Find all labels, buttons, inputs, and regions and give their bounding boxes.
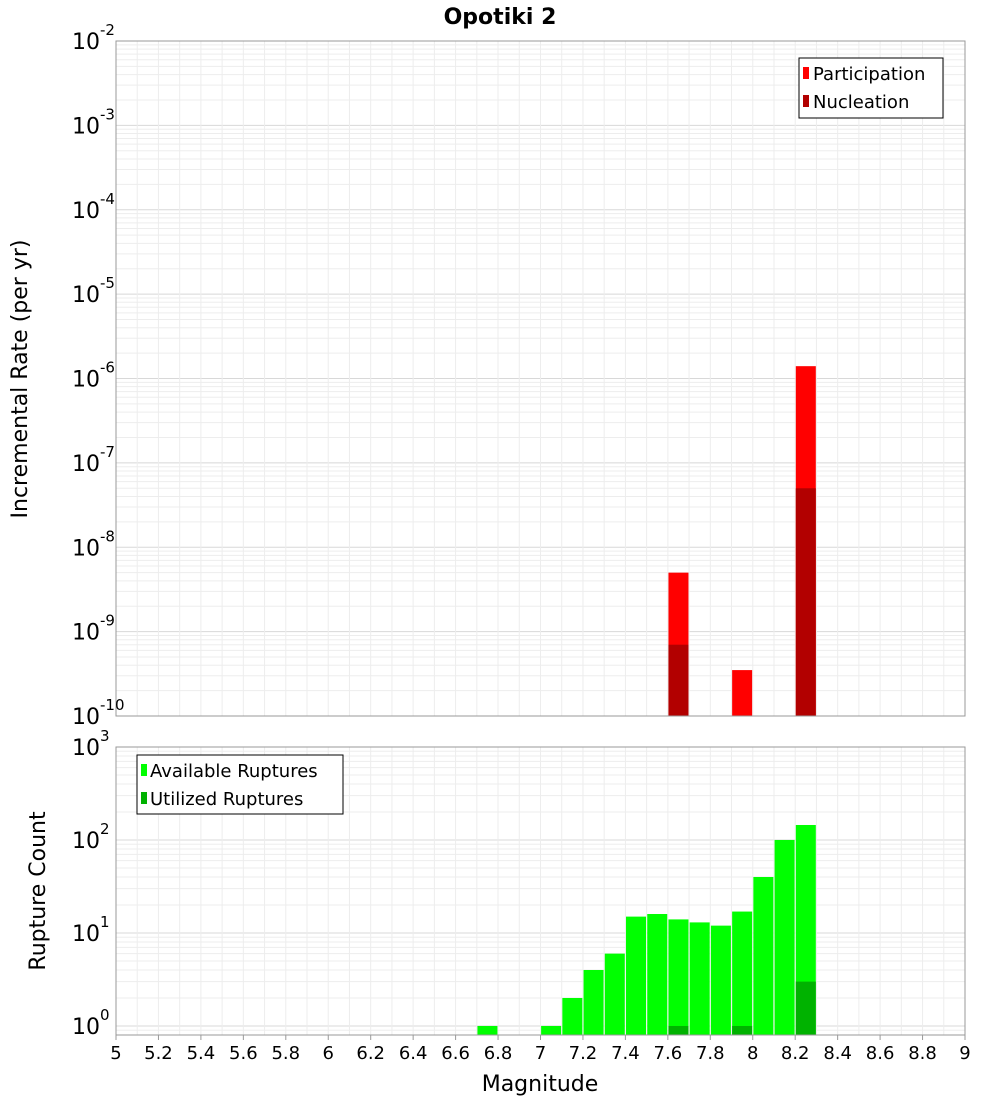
bottom-grid [115, 747, 966, 1036]
top-y-tick-label: 10-2 [72, 21, 115, 55]
top-y-tick-label: 10-6 [72, 359, 115, 393]
nucleation-bar [668, 644, 689, 716]
top-plot-frame [115, 40, 966, 717]
available-bar [477, 1025, 498, 1035]
x-tick-label: 7.8 [696, 1043, 725, 1064]
x-tick-label: 5.2 [144, 1043, 173, 1064]
available-bar [626, 916, 647, 1035]
available-bar [753, 877, 774, 1035]
legend-label-utilized: Utilized Ruptures [150, 789, 303, 810]
chart-title: Opotiki 2 [444, 5, 557, 30]
bottom-y-tick-label: 103 [72, 727, 110, 761]
x-tick-label: 6.4 [399, 1043, 428, 1064]
legend-swatch-participation [803, 67, 809, 79]
available-bar [583, 969, 604, 1035]
available-bar [604, 953, 625, 1035]
legend-swatch-nucleation [803, 95, 809, 107]
bottom-y-tick-label: 101 [72, 913, 110, 947]
x-tick-label: 6 [323, 1043, 334, 1064]
x-tick-label: 8.2 [781, 1043, 810, 1064]
bottom-y-ticks: 100 101 102 103 [72, 727, 110, 1040]
utilized-bar [668, 1025, 689, 1035]
participation-bar [732, 670, 753, 716]
top-grid [115, 41, 966, 717]
top-y-tick-label: 10-8 [72, 527, 115, 561]
bottom-legend-box [136, 754, 344, 815]
x-tick-label: 5.4 [187, 1043, 216, 1064]
available-bar [668, 919, 689, 1035]
bottom-legend: Available Ruptures Utilized Ruptures [136, 754, 344, 815]
x-tick-label: 8.4 [823, 1043, 852, 1064]
x-tick-label: 7.6 [654, 1043, 683, 1064]
top-y-tick-label: 10-7 [72, 443, 115, 477]
x-tick-label: 7.4 [611, 1043, 640, 1064]
legend-label-participation: Participation [813, 64, 925, 85]
top-y-axis-label: Incremental Rate (per yr) [8, 240, 33, 519]
legend-swatch-utilized [141, 792, 147, 804]
x-axis-label: Magnitude [482, 1072, 599, 1097]
top-y-tick-label: 10-4 [72, 190, 115, 224]
top-y-tick-label: 10-5 [72, 274, 115, 308]
available-bar [689, 922, 710, 1035]
bottom-y-tick-label: 100 [72, 1006, 110, 1040]
x-tick-label: 6.6 [441, 1043, 470, 1064]
x-tick-label: 6.8 [484, 1043, 513, 1064]
x-tick-labels: 5 5.2 5.4 5.6 5.8 6 6.2 6.4 6.6 6.8 7 7.2 7.4 7.6 7.8 8… [110, 1035, 971, 1064]
top-legend-box [798, 57, 944, 119]
available-bar [647, 914, 668, 1035]
legend-swatch-available [141, 764, 147, 776]
x-tick-label: 7.2 [569, 1043, 598, 1064]
available-bar [562, 997, 583, 1035]
bottom-y-tick-label: 102 [72, 820, 110, 854]
utilized-bar [732, 1025, 753, 1035]
x-tick-label: 8.8 [908, 1043, 937, 1064]
bottom-bars [477, 824, 816, 1035]
x-tick-label: 5.8 [271, 1043, 300, 1064]
available-bar [732, 911, 753, 1035]
top-bars [668, 366, 816, 716]
available-bar [541, 1025, 562, 1035]
x-tick-label: 9 [959, 1043, 970, 1064]
available-bar [774, 839, 795, 1035]
top-legend: Participation Nucleation [798, 57, 944, 119]
legend-label-available: Available Ruptures [150, 761, 318, 782]
bottom-y-axis-label: Rupture Count [26, 811, 51, 971]
top-y-ticks: 10-10 10-9 10-8 10-7 10-6 10-5 10-4 10-3 10-2 [72, 21, 125, 730]
top-y-tick-label: 10-10 [72, 696, 125, 730]
utilized-bar [795, 981, 816, 1035]
x-tick-label: 8 [747, 1043, 758, 1064]
top-y-tick-label: 10-3 [72, 105, 115, 139]
available-bar [710, 925, 731, 1035]
x-tick-label: 6.2 [356, 1043, 385, 1064]
nucleation-bar [795, 488, 816, 716]
top-y-tick-label: 10-9 [72, 612, 115, 646]
x-tick-label: 5.6 [229, 1043, 258, 1064]
legend-label-nucleation: Nucleation [813, 92, 909, 113]
x-tick-label: 8.6 [866, 1043, 895, 1064]
x-tick-label: 7 [535, 1043, 546, 1064]
x-tick-label: 5 [110, 1043, 121, 1064]
